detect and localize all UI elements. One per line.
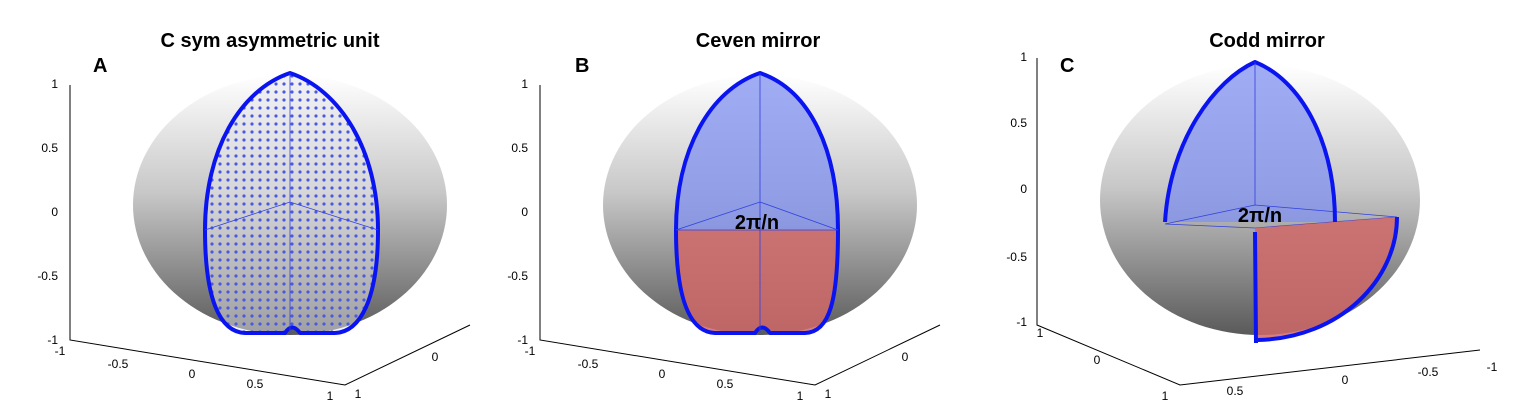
x-tick: -1 [525,344,536,358]
x-tick: 0.5 [1227,384,1244,398]
x-tick: -1 [1487,360,1498,374]
panel-letter: A [93,55,107,77]
upper-region [676,73,838,230]
lower-outline [1253,216,1399,344]
x-tick: -0.5 [578,357,599,371]
y-tick: 0 [902,350,909,364]
y-tick: 1 [1037,326,1044,340]
panel-b: Ceven mirror B 2π/n 1 0.5 0 -0.5 -1 -1 -… [507,30,941,403]
z-tick: 0.5 [41,141,58,155]
z-tick: 1 [521,77,528,91]
x-tick: -0.5 [108,357,129,371]
title: C sym asymmetric unit [161,30,380,52]
axes [69,85,471,386]
axes [539,85,941,386]
y-tick: 1 [825,387,832,401]
panel-c: Codd mirror C 2π/n 1 0.5 0 -0.5 -1 1 0.5… [1006,30,1497,403]
z-tick: 0.5 [511,141,528,155]
z-tick: -0.5 [507,269,528,283]
annotation: 2π/n [735,212,779,234]
outline [674,71,840,335]
y-tick: 1 [355,387,362,401]
x-tick: 0 [659,367,666,381]
panel-letter: B [575,55,589,77]
axes [1036,58,1481,386]
unit-outline [203,71,380,335]
title: Ceven mirror [696,30,821,52]
z-tick: -1 [1016,315,1027,329]
x-tick: 1 [327,389,334,403]
x-tick: -1 [55,344,66,358]
z-tick: 0 [51,205,58,219]
z-tick: -1 [517,333,528,347]
x-tick: 0 [1342,373,1349,387]
lower-region [1255,217,1397,340]
z-tick: 1 [1020,50,1027,64]
x-tick: 0.5 [247,377,264,391]
y-tick: 0 [432,350,439,364]
upper-region [1165,62,1335,222]
z-tick: 0 [521,205,528,219]
panel-a: C sym asymmetric unit A 1 0.5 0 -0.5 -1 … [37,30,471,403]
meridians [675,73,839,333]
y-tick: 0 [1094,353,1101,367]
z-tick: -0.5 [1006,250,1027,264]
z-tick: -1 [47,333,58,347]
lower-region [676,230,838,333]
x-tick: 1 [1162,389,1169,403]
z-tick: 1 [51,77,58,91]
title: Codd mirror [1209,30,1325,52]
x-tick: -0.5 [1418,365,1439,379]
z-tick: 0 [1020,182,1027,196]
z-tick: -0.5 [37,269,58,283]
z-tick: 0.5 [1010,116,1027,130]
annotation: 2π/n [1238,205,1282,227]
panel-letter: C [1060,55,1074,77]
x-tick: 1 [797,389,804,403]
x-tick: 0 [189,367,196,381]
x-tick: 0.5 [717,377,734,391]
meridians [204,73,379,333]
